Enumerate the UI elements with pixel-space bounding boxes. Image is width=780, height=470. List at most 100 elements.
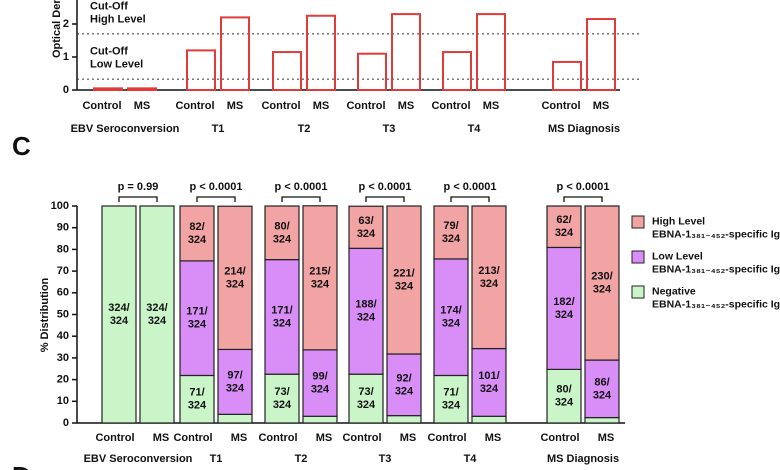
x-tick-label: Control — [431, 100, 470, 112]
panel-label: C — [12, 131, 31, 161]
x-tick-label: MS — [231, 432, 248, 444]
bar-segment — [217, 205, 253, 351]
value-label: 79/324 — [442, 220, 461, 245]
bar — [586, 18, 616, 91]
bar-segment — [386, 415, 422, 424]
p-value: p < 0.0001 — [359, 181, 412, 193]
x-tick-label: Control — [346, 100, 385, 112]
value-label: 221/324 — [393, 267, 414, 292]
value-label: 71/324 — [442, 387, 461, 412]
cutoff-label: Cut-Off High Level — [90, 0, 146, 25]
bar-segment — [179, 374, 215, 424]
value-label: 182/324 — [553, 296, 574, 321]
x-tick-label: Control — [173, 432, 212, 444]
group-label: T2 — [295, 453, 308, 465]
x-tick-label: Control — [342, 432, 381, 444]
y-tick-label: 10 — [57, 395, 69, 407]
y-tick-label: 100 — [51, 200, 69, 212]
y-tick-label: 80 — [57, 243, 69, 255]
bar-segment — [139, 205, 175, 424]
group-label: T1 — [212, 123, 225, 135]
value-label: 213/324 — [478, 265, 499, 290]
bar — [127, 87, 157, 91]
value-label: 324/324 — [146, 302, 167, 327]
group-label: T3 — [383, 123, 396, 135]
y-tick-label: 70 — [57, 265, 69, 277]
x-tick-label: MS — [598, 432, 615, 444]
y-tick-label: 90 — [57, 222, 69, 234]
bar-segment — [471, 415, 507, 424]
legend-label: Low Level EBNA-1₃₈₁₋₄₅₂-specific IgG — [652, 250, 780, 275]
y-tick-label: 20 — [57, 374, 69, 386]
x-tick-label: MS — [483, 100, 500, 112]
bar-segment — [264, 258, 300, 375]
x-tick-label: MS — [227, 100, 244, 112]
value-label: 188/324 — [355, 299, 376, 324]
value-label: 71/324 — [188, 387, 207, 412]
bar-segment — [217, 348, 253, 415]
p-value: p < 0.0001 — [557, 181, 610, 193]
value-label: 97/324 — [226, 369, 245, 394]
x-tick-label: Control — [258, 432, 297, 444]
bar-segment — [302, 349, 338, 417]
bar-segment — [264, 205, 300, 261]
bar — [220, 16, 250, 91]
value-label: 230/324 — [591, 270, 612, 295]
x-tick-label: Control — [95, 432, 134, 444]
y-tick-label: 2 — [63, 18, 69, 30]
bar — [442, 51, 472, 91]
x-tick-label: Control — [261, 100, 300, 112]
x-tick-label: Control — [541, 100, 580, 112]
value-label: 62/324 — [555, 214, 574, 239]
p-value: p < 0.0001 — [275, 181, 328, 193]
significance-bracket — [450, 196, 490, 202]
bar — [357, 52, 387, 91]
x-tick-label: MS — [400, 432, 417, 444]
bar-segment — [179, 260, 215, 377]
bar — [391, 13, 421, 92]
value-label: 82/324 — [188, 221, 207, 246]
bar — [552, 60, 582, 91]
p-value: p = 0.99 — [118, 181, 159, 193]
value-label: 171/324 — [186, 306, 207, 331]
x-tick-label: MS — [316, 432, 333, 444]
value-label: 215/324 — [309, 265, 330, 290]
y-axis-label: % Distribution — [39, 277, 51, 352]
cutoff-label: Cut-Off Low Level — [90, 46, 143, 71]
bar — [93, 87, 123, 91]
value-label: 80/324 — [273, 220, 292, 245]
bar-segment — [348, 247, 384, 375]
group-label: MS Diagnosis — [547, 453, 619, 465]
y-tick-label: 30 — [57, 352, 69, 364]
value-label: 63/324 — [357, 215, 376, 240]
p-value: p < 0.0001 — [190, 181, 243, 193]
value-label: 73/324 — [273, 386, 292, 411]
significance-bracket — [281, 196, 321, 202]
bar-segment — [302, 205, 338, 351]
group-label: T4 — [464, 453, 478, 465]
bar — [306, 14, 336, 91]
bar-segment — [471, 347, 507, 417]
group-label: T4 — [468, 123, 482, 135]
significance-bracket — [563, 196, 603, 202]
bar-segment — [348, 205, 384, 249]
legend-label: Negative EBNA-1₃₈₁₋₄₅₂-specific IgG — [652, 285, 780, 310]
group-label: T1 — [210, 453, 223, 465]
bar-segment — [584, 416, 620, 424]
significance-bracket — [118, 196, 158, 202]
bar-segment — [546, 368, 582, 424]
y-tick-label: 60 — [57, 287, 69, 299]
x-tick-label: MS — [313, 100, 330, 112]
bar-segment — [217, 413, 253, 424]
value-label: 80/324 — [555, 384, 574, 409]
legend-swatch — [631, 215, 645, 229]
y-tick-label: 0 — [63, 417, 69, 429]
group-label: T3 — [379, 453, 392, 465]
legend-swatch — [631, 285, 645, 299]
x-tick-label: Control — [427, 432, 466, 444]
x-tick-label: MS — [134, 100, 151, 112]
x-tick-label: MS — [153, 432, 170, 444]
group-label: T2 — [298, 123, 311, 135]
y-axis-label: Optical Density — [51, 0, 63, 58]
